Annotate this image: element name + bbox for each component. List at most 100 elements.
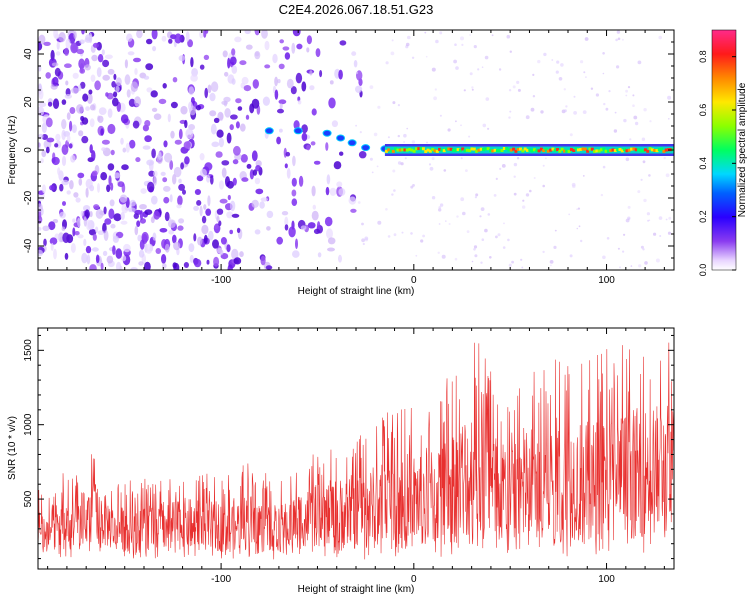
spectrogram-faint-dot: [578, 225, 581, 228]
spectrogram-noise-blob: [291, 189, 297, 197]
spectrogram-noise-blob: [234, 36, 242, 43]
spectrogram-noise-blob: [279, 39, 285, 44]
spectrogram-faint-dot: [542, 184, 545, 188]
spectrogram-noise-blob: [292, 155, 296, 167]
spectrogram-faint-dot: [424, 31, 427, 34]
spectrogram-line-segment: [593, 149, 597, 153]
spectrogram-line-segment: [623, 148, 627, 152]
spectrogram-noise-blob: [45, 146, 50, 154]
spectrogram-noise-blob: [53, 248, 57, 260]
spectrogram-noise-blob: [123, 243, 131, 253]
spectrogram-faint-dot: [563, 88, 566, 91]
spectrogram-faint-dot: [406, 127, 409, 130]
spectrogram-line-segment: [535, 149, 539, 153]
spectrogram-line-segment: [648, 147, 652, 151]
spectrogram-faint-dot: [520, 258, 523, 261]
spectrogram-line-segment: [470, 147, 474, 151]
spectrogram-faint-dot: [580, 60, 584, 64]
colorbar-tick-label: 0.6: [698, 104, 708, 117]
spectrogram-line-segment: [641, 149, 645, 153]
spectrogram-faint-dot: [401, 231, 404, 234]
spectrogram-noise-blob: [38, 249, 43, 257]
spectrogram-noise-blob: [101, 147, 106, 152]
spectrogram-faint-dot: [568, 213, 571, 216]
spectrogram-noise-blob: [89, 264, 97, 270]
spectrogram-noise-blob: [61, 226, 66, 231]
spectrogram-noise-blob: [64, 94, 73, 99]
spectrogram-noise-blob: [274, 89, 279, 100]
spectrogram-noise-blob: [83, 216, 87, 227]
spectrogram-noise-blob: [313, 228, 321, 235]
spectrogram-line-segment: [465, 148, 469, 152]
spectrogram-line-segment: [549, 148, 553, 152]
spectrogram-noise-blob: [328, 97, 336, 109]
spectrogram-faint-dot: [573, 95, 576, 98]
spectrogram-faint-dot: [576, 227, 579, 230]
spectrogram-line-segment: [662, 149, 666, 153]
spectrogram-faint-dot: [439, 203, 444, 207]
spectrogram-noise-blob: [306, 47, 310, 53]
spectrogram-faint-dot: [521, 266, 524, 269]
spectrogram-noise-blob: [68, 143, 73, 149]
spectrogram-noise-blob: [115, 248, 123, 259]
spectrogram-noise-blob: [336, 181, 343, 188]
spectrogram-faint-dot: [477, 68, 480, 71]
spectrogram-noise-blob: [88, 89, 93, 95]
spectrogram-line-segment: [597, 149, 601, 153]
spectrogram-noise-blob: [113, 91, 118, 98]
spectrogram-faint-dot: [359, 131, 362, 134]
spectrogram-faint-dot: [621, 38, 624, 41]
spectrogram-ytick-label: 0: [23, 147, 34, 153]
spectrogram-faint-dot: [602, 52, 605, 55]
spectrogram-faint-dot: [460, 124, 462, 127]
spectrogram-faint-dot: [625, 157, 630, 162]
spectrogram-faint-dot: [385, 208, 388, 211]
spectrogram-noise-blob: [231, 48, 236, 56]
spectrogram-faint-dot: [453, 59, 457, 64]
spectrogram-line-segment: [602, 147, 606, 151]
spectrogram-noise-blob: [126, 33, 133, 42]
colorbar-label: Normalized spectral amplitude: [737, 82, 748, 217]
spectrogram-noise-blob: [125, 142, 130, 153]
spectrogram-line-segment: [606, 149, 610, 153]
spectrogram-line-segment: [630, 147, 634, 151]
colorbar-tick-label: 0.4: [698, 157, 708, 170]
spectrogram-line-segment: [477, 148, 481, 152]
spectrogram-ytick-label: 20: [23, 96, 34, 108]
spectrogram-line-segment: [475, 149, 479, 153]
spectrogram-faint-dot: [533, 177, 536, 179]
spectrogram-noise-blob: [113, 213, 122, 222]
spectrogram-faint-dot: [431, 196, 436, 200]
spectrogram-line-segment: [495, 149, 499, 153]
spectrogram-noise-blob: [278, 99, 287, 105]
spectrogram-noise-blob: [284, 224, 289, 231]
spectrogram-line-segment: [419, 147, 423, 151]
spectrogram-faint-dot: [471, 88, 474, 91]
spectrogram-noise-blob: [66, 190, 71, 195]
spectrogram-noise-blob: [207, 195, 211, 207]
spectrogram-noise-blob: [226, 180, 235, 189]
spectrogram-faint-dot: [487, 127, 490, 130]
spectrogram-faint-dot: [583, 71, 586, 74]
spectrogram-faint-dot: [502, 246, 506, 249]
spectrogram-noise-blob: [199, 64, 205, 70]
spectrogram-noise-blob: [226, 244, 231, 253]
spectrogram-noise-blob: [173, 262, 180, 270]
spectrogram-noise-blob: [103, 230, 109, 242]
spectrogram-faint-dot: [503, 222, 505, 225]
spectrogram-noise-blob: [219, 249, 224, 256]
spectrogram-noise-blob: [219, 198, 228, 204]
spectrogram-noise-blob: [279, 128, 283, 133]
snr-panel: -100 0 100 500 1000 1500 Height of straight l…: [7, 327, 675, 595]
spectrogram-line-segment: [664, 148, 668, 152]
spectrogram-noise-blob: [306, 144, 311, 151]
spectrogram-noise-blob: [43, 41, 51, 47]
spectrogram-line-segment: [604, 149, 608, 153]
spectrogram-noise-blob: [109, 199, 115, 207]
spectrogram-noise-blob: [97, 230, 105, 235]
spectrogram-noise-blob: [102, 74, 110, 81]
spectrogram-noise-blob: [272, 53, 278, 64]
spectrogram-line-segment: [468, 149, 472, 153]
spectrogram-faint-dot: [633, 115, 638, 120]
spectrogram-line-segment: [634, 148, 638, 152]
